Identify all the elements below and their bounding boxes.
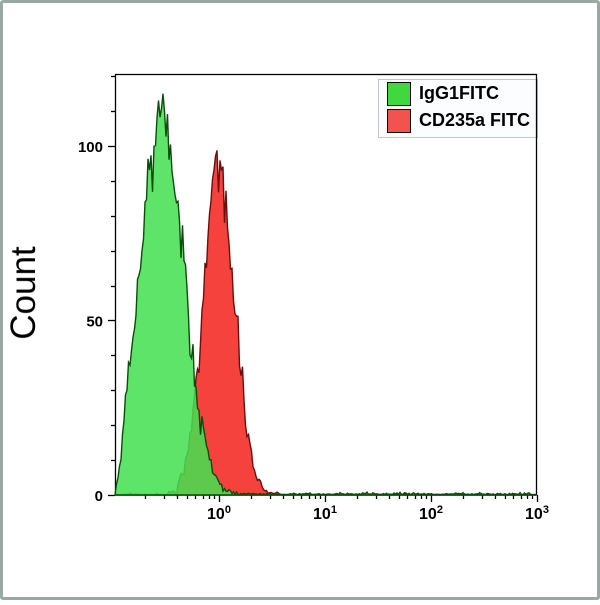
svg-text:50: 50 xyxy=(86,314,103,331)
svg-text:101: 101 xyxy=(313,504,337,523)
svg-text:103: 103 xyxy=(525,504,549,523)
svg-text:102: 102 xyxy=(419,504,443,523)
svg-text:0: 0 xyxy=(95,488,103,505)
svg-text:100: 100 xyxy=(207,504,231,523)
svg-text:100: 100 xyxy=(78,139,103,156)
